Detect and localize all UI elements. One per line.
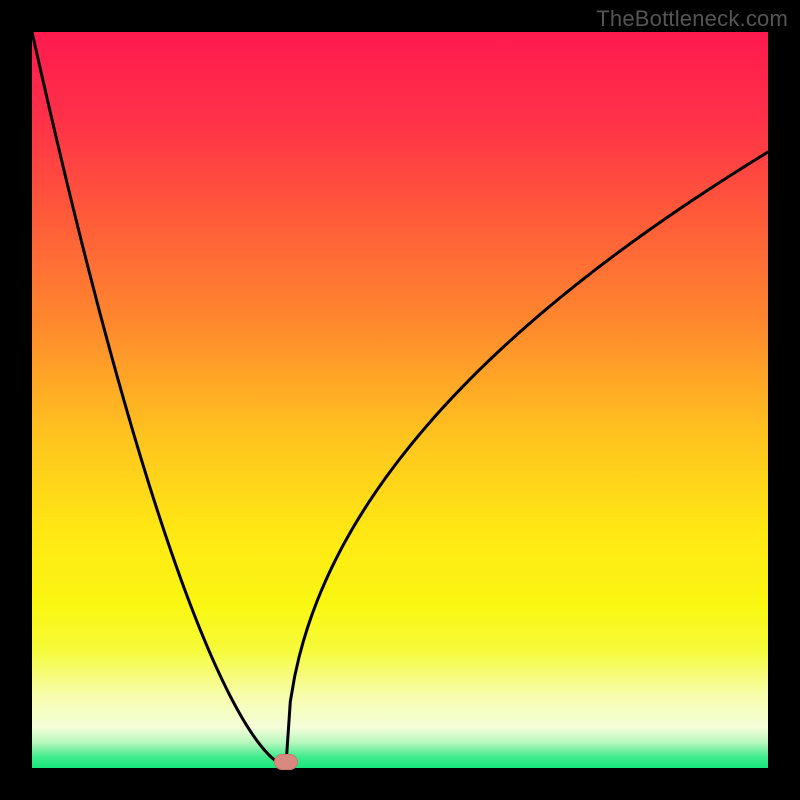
- chart-container: TheBottleneck.com: [0, 0, 800, 800]
- optimal-point-marker: [274, 754, 298, 770]
- watermark-label: TheBottleneck.com: [596, 6, 788, 32]
- bottleneck-curve: [32, 32, 768, 768]
- plot-area: [32, 32, 768, 768]
